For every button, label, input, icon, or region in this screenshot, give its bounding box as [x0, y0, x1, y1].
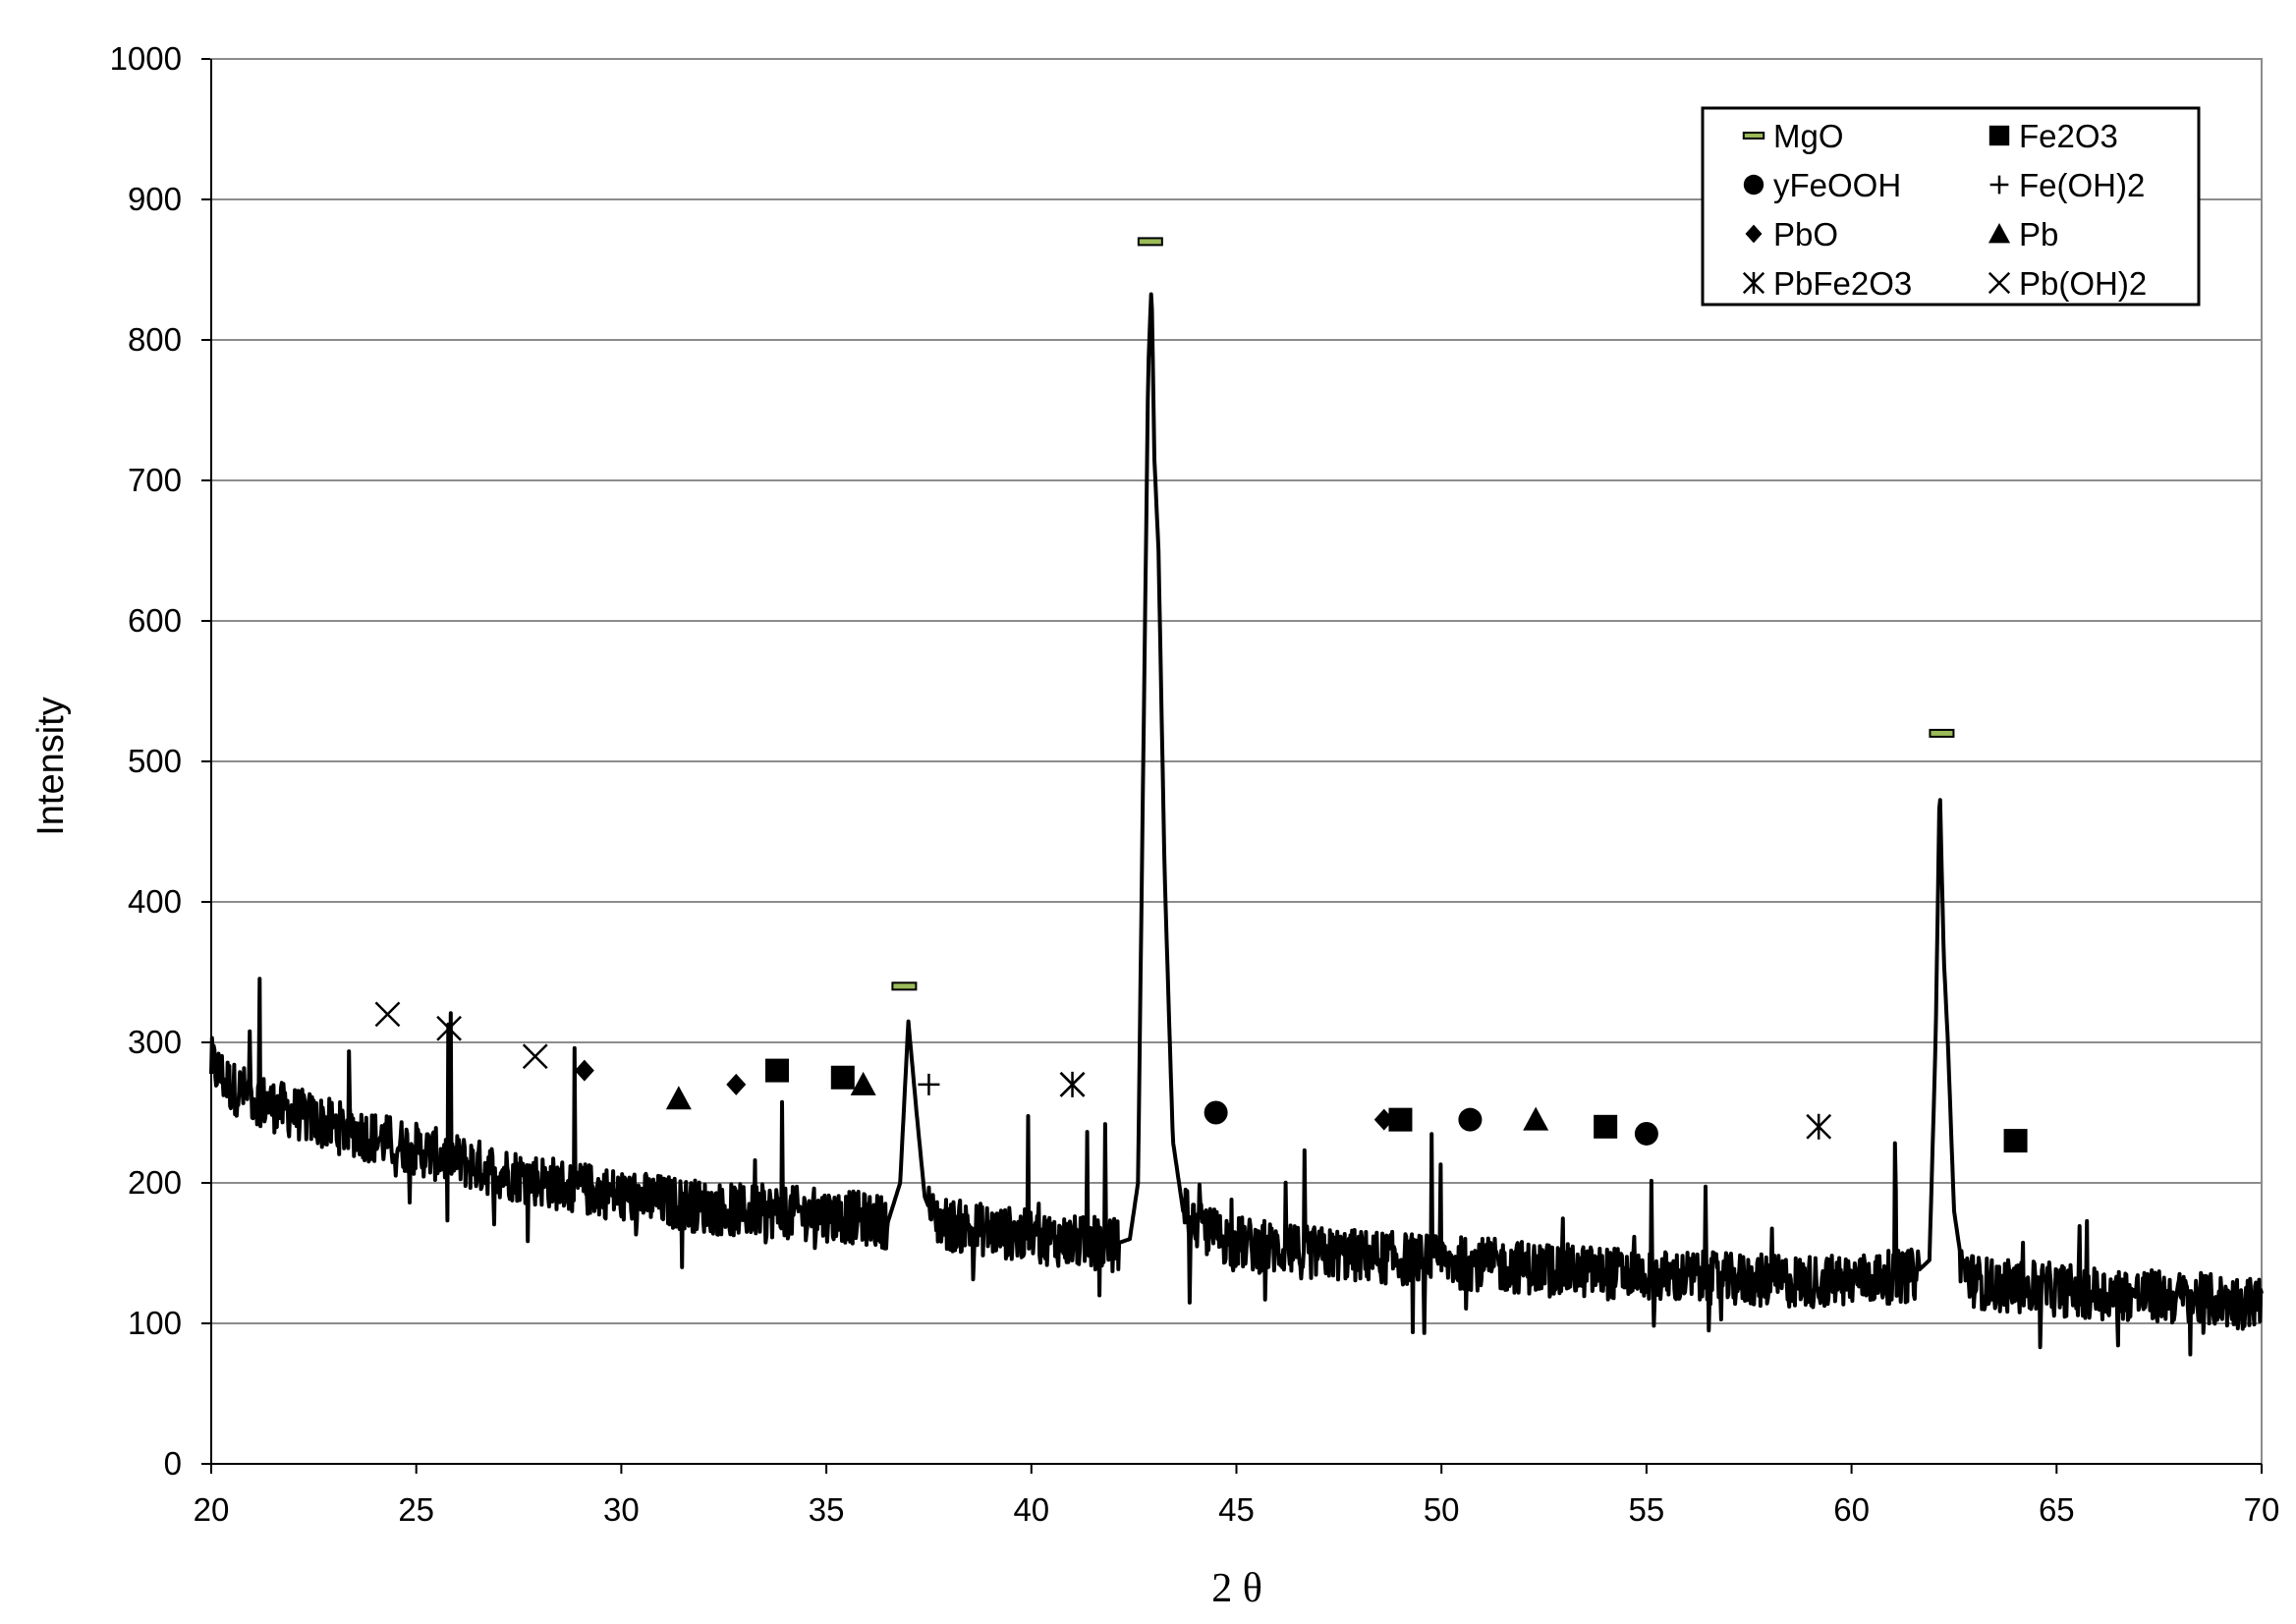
- series-layer: [209, 292, 2264, 1357]
- y-axis-title: Intensity: [30, 697, 72, 836]
- pbo-marker: [1373, 1108, 1394, 1131]
- legend-marker-square: [1988, 125, 2010, 146]
- y-tick-label: 500: [128, 743, 182, 779]
- fe2o3-marker: [765, 1058, 790, 1083]
- legend-label: MgO: [1773, 118, 1844, 154]
- legend: MgO Fe2O3 yFeOOH Fe(OH)2 PbO Pb PbFe2O3 Pb(OH)2: [1701, 106, 2201, 307]
- y-tick-label: 300: [128, 1024, 182, 1060]
- y-tick-label: 400: [128, 883, 182, 920]
- legend-marker-diamond: [1745, 224, 1763, 244]
- legend-label: Fe2O3: [2019, 118, 2118, 154]
- x-tick-label: 35: [809, 1491, 845, 1528]
- pb-oh-2-marker: [1059, 1072, 1086, 1097]
- mgo-marker: [1929, 728, 1955, 738]
- phase-markers: [374, 237, 2028, 1153]
- mgo-marker: [891, 981, 918, 991]
- pb-marker: [665, 1086, 692, 1110]
- pbo-marker: [574, 1059, 594, 1082]
- x-tick-label: 25: [398, 1491, 434, 1528]
- x-tick-label: 30: [603, 1491, 640, 1528]
- legend-marker-dash: [1742, 132, 1765, 140]
- y-tick-label: 1000: [110, 40, 182, 77]
- legend-marker-triangle: [1988, 222, 2011, 244]
- y-tick-label: 100: [128, 1305, 182, 1341]
- fe2o3-marker: [830, 1065, 855, 1090]
- yfeooh-marker: [1458, 1107, 1483, 1132]
- y-tick-label: 0: [164, 1445, 182, 1482]
- x-tick-label: 20: [194, 1491, 230, 1528]
- y-tick-label: 200: [128, 1164, 182, 1201]
- fe2o3-marker: [1594, 1114, 1618, 1139]
- y-tick-labels: 0 100 200 300 400 500 600 700 800 900 1000: [110, 40, 182, 1482]
- x-tick-label: 65: [2039, 1491, 2075, 1528]
- pb-oh-2-marker: [374, 1001, 401, 1028]
- legend-label: PbFe2O3: [1773, 265, 1912, 302]
- y-tick-label: 800: [128, 321, 182, 358]
- x-tick-label: 50: [1424, 1491, 1460, 1528]
- x-tick-label: 60: [1833, 1491, 1870, 1528]
- y-tick-label: 600: [128, 602, 182, 639]
- pb-marker: [1523, 1106, 1549, 1131]
- x-tick-label: 45: [1218, 1491, 1255, 1528]
- gridlines: [201, 58, 2262, 1465]
- pb-oh-2-marker: [522, 1043, 548, 1070]
- legend-box: [1701, 106, 2201, 307]
- legend-marker-asterisk: [1742, 271, 1765, 295]
- yfeooh-marker: [1204, 1100, 1228, 1125]
- legend-label: PbO: [1773, 216, 1838, 252]
- pb-oh-2-marker: [436, 1015, 462, 1041]
- mgo-marker: [1137, 237, 1163, 247]
- y-tick-label: 700: [128, 462, 182, 498]
- x-tick-label: 55: [1629, 1491, 1665, 1528]
- pb-marker: [850, 1071, 876, 1095]
- fe-oh-2-marker: [918, 1073, 940, 1095]
- pbfe2o3-marker: [1806, 1113, 1832, 1140]
- x-tick-label: 40: [1013, 1491, 1049, 1528]
- xrd-pattern-line: [209, 292, 2264, 1357]
- x-tick-label: 70: [2244, 1491, 2280, 1528]
- legend-label: Fe(OH)2: [2019, 167, 2145, 203]
- x-tick-labels: 20 25 30 35 40 45 50 55 60 65 70: [194, 1464, 2280, 1528]
- x-axis-title: 2 θ: [1211, 1566, 1262, 1611]
- legend-marker-cross: [1988, 271, 2011, 295]
- pbo-marker: [726, 1073, 747, 1095]
- legend-label: Pb: [2019, 216, 2058, 252]
- legend-label: yFeOOH: [1773, 167, 1901, 203]
- y-tick-label: 900: [128, 181, 182, 217]
- yfeooh-marker: [1634, 1121, 1658, 1146]
- legend-marker-plus: [1989, 175, 2009, 195]
- legend-label: Pb(OH)2: [2019, 265, 2147, 302]
- legend-marker-circle: [1743, 174, 1764, 196]
- fe2o3-marker: [2003, 1129, 2028, 1153]
